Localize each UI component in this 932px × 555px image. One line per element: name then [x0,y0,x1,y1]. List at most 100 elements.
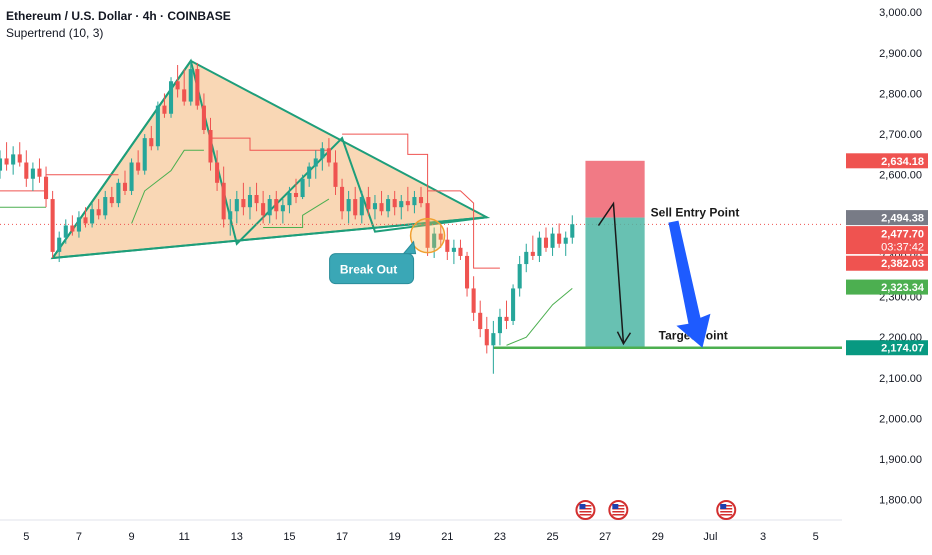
candle-57 [372,195,377,220]
price-tag-label-4: 2,323.34 [881,282,925,294]
candle-11 [70,215,75,236]
x-tick-9: 23 [494,531,506,543]
candle-81 [530,235,535,260]
candle-60 [392,190,397,216]
candle-46 [300,174,305,200]
sell-entry-label: Sell Entry Point [651,206,740,220]
candle-14 [90,203,95,228]
candle-24 [155,101,160,151]
candle-16 [103,190,108,220]
y-tick-12: 1,800.00 [879,495,922,507]
candle-6 [37,158,42,183]
candle-74 [484,316,489,354]
breakout-callout [329,240,417,285]
price-tag-1 [846,210,928,226]
price-tag-0 [846,153,928,169]
candle-22 [142,134,147,175]
y-tick-3: 2,700.00 [879,129,922,141]
y-tick-1: 2,900.00 [879,48,922,60]
candle-35 [228,199,233,236]
candle-69 [451,239,456,265]
candle-62 [405,186,410,212]
candle-25 [162,93,167,118]
candle-55 [359,190,364,224]
candle-28 [182,69,187,106]
profit-zone [585,217,645,348]
candle-66 [432,227,437,258]
candle-56 [366,186,371,216]
candle-59 [386,195,391,218]
candle-29 [188,60,193,106]
candle-44 [287,186,292,214]
price-tag-label-2: 2,477.70 [881,229,924,241]
candle-87 [570,215,575,244]
candle-42 [274,190,279,220]
candle-13 [83,207,88,228]
price-tag-label-1: 2,494.38 [881,213,924,225]
price-tag-3 [846,255,928,271]
candle-86 [563,231,568,256]
candle-32 [208,117,213,171]
supertrend-down-2 [342,133,500,269]
candle-45 [293,178,299,204]
candle-82 [537,231,542,263]
candle-2 [11,146,16,175]
y-tick-0: 3,000.00 [879,7,922,19]
candle-21 [136,150,141,175]
candle-73 [478,300,483,338]
candle-78 [511,284,516,325]
candle-50 [326,138,331,167]
candle-70 [458,239,463,260]
candle-0 [0,150,3,179]
price-tag-2 [846,226,928,255]
candle-79 [517,255,522,297]
candle-53 [346,190,351,224]
blue-arrow-icon [668,220,711,348]
price-tag-label-0: 2,634.18 [881,156,924,168]
candle-83 [543,227,549,252]
candle-77 [504,300,509,330]
candle-19 [122,170,128,195]
candle-18 [116,178,121,208]
candle-1 [4,142,9,171]
x-tick-10: 25 [546,531,558,543]
price-tag-label-5: 2,174.07 [881,343,924,355]
candle-71 [465,251,470,297]
candle-38 [247,186,253,220]
candle-27 [175,65,180,98]
y-tick-11: 1,900.00 [879,454,922,466]
candle-47 [307,162,312,187]
candle-84 [550,227,555,256]
candle-80 [524,243,529,273]
candle-72 [471,276,476,321]
supertrend-up-2 [263,198,330,228]
candle-40 [261,190,266,224]
candle-67 [438,223,443,248]
candle-33 [215,150,220,191]
x-tick-13: Jul [703,531,717,543]
breakout-label: Break Out [340,263,397,277]
x-tick-8: 21 [441,531,453,543]
candle-75 [491,320,496,374]
stop-loss-zone [585,160,645,218]
x-tick-0: 5 [23,531,29,543]
y-axis-pane [842,0,932,550]
candle-48 [313,150,318,179]
candle-17 [109,186,114,208]
candle-41 [267,195,272,224]
candle-23 [149,125,154,151]
indicator-label[interactable]: Supertrend (10, 3) [6,26,104,40]
candle-7 [44,166,49,208]
candle-3 [17,142,22,167]
candle-76 [497,308,502,346]
x-tick-3: 11 [178,531,189,543]
x-tick-6: 17 [336,531,348,543]
candle-61 [399,195,404,220]
candle-68 [445,227,450,260]
candle-64 [418,186,424,208]
y-tick-10: 2,000.00 [879,413,922,425]
price-tag-countdown: 03:37:42 [881,242,924,254]
symbol-title[interactable]: Ethereum / U.S. Dollar · 4h · COINBASE [6,9,231,23]
